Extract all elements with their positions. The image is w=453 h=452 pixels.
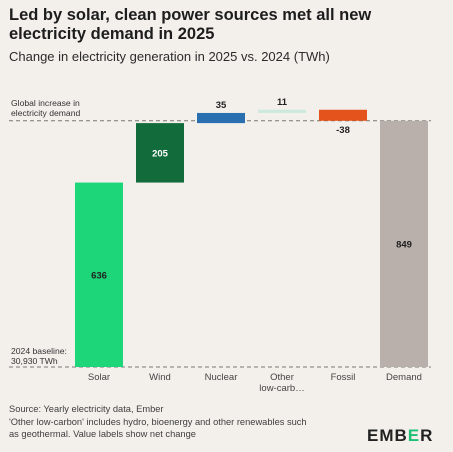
source-note: Source: Yearly electricity data, Ember '… xyxy=(9,403,354,441)
x-tick-label: Other xyxy=(270,372,294,383)
ember-logo: EMBER xyxy=(367,426,434,445)
data-label: 11 xyxy=(277,97,288,108)
x-tick-label: Demand xyxy=(386,372,422,383)
annotation-label: 2024 baseline: xyxy=(11,346,67,356)
bar-wind xyxy=(136,123,184,183)
chart-title: Led by solar, clean power sources met al… xyxy=(9,6,372,43)
annotation-label: Global increase in xyxy=(11,98,80,108)
data-label: 849 xyxy=(396,239,412,250)
data-label: 35 xyxy=(216,100,227,111)
footnote-line: as geothermal. Value labels show net cha… xyxy=(9,429,196,439)
x-tick-label: low-carb… xyxy=(259,383,304,394)
data-label: 205 xyxy=(152,148,169,159)
footnote-line: 'Other low-carbon' includes hydro, bioen… xyxy=(9,416,307,427)
annotation-label: electricity demand xyxy=(11,108,80,118)
annotation-label: 30,930 TWh xyxy=(11,356,58,366)
bar-demand xyxy=(380,120,428,367)
bar-fossil xyxy=(319,109,367,121)
data-label: 636 xyxy=(91,270,107,281)
bar-other xyxy=(258,109,306,113)
chart-subtitle: Change in electricity generation in 2025… xyxy=(9,49,330,64)
x-tick-label: Nuclear xyxy=(205,372,238,383)
bar-nuclear xyxy=(197,112,245,124)
x-tick-label: Solar xyxy=(88,372,110,383)
x-tick-label: Fossil xyxy=(331,372,356,383)
x-tick-label: Wind xyxy=(149,372,171,383)
bar-solar xyxy=(75,182,123,367)
source-line: Source: Yearly electricity data, Ember xyxy=(9,404,164,414)
data-label: -38 xyxy=(336,125,350,136)
